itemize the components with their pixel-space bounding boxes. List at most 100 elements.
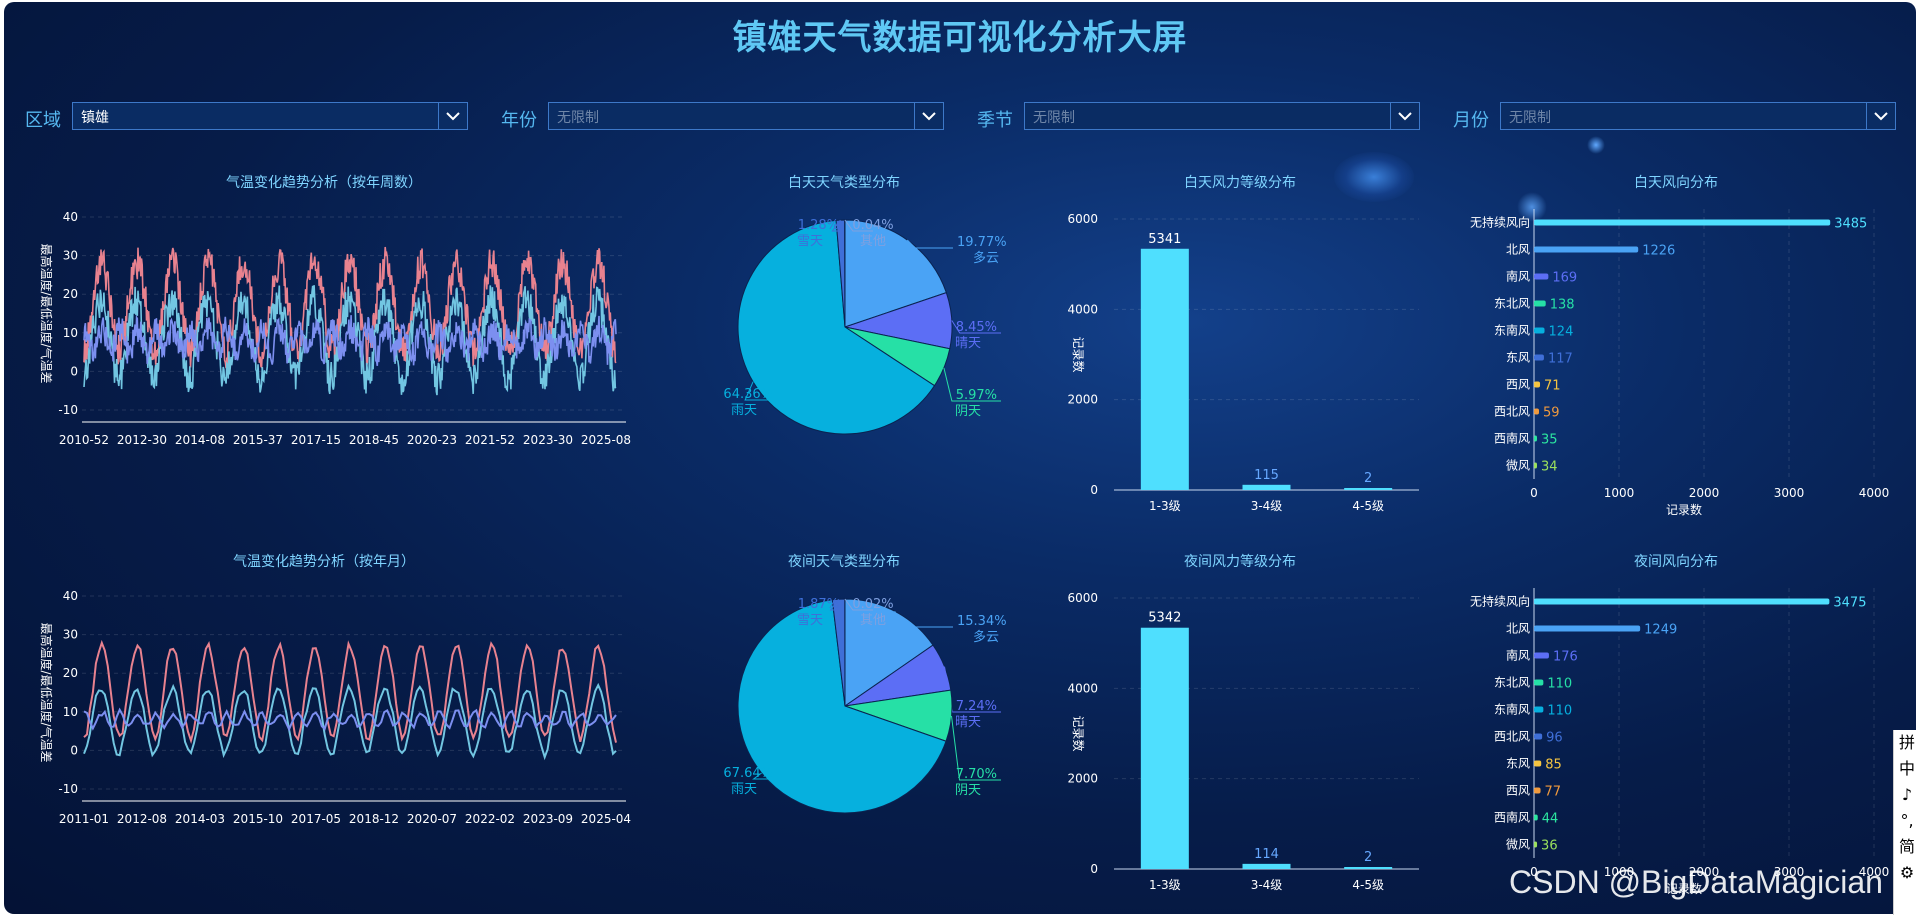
y-axis-label: 最高温度/最低温度/气温差 (39, 243, 54, 383)
filter-label-region: 区域 (25, 110, 61, 131)
y-tick-label: 6000 (1067, 591, 1098, 605)
y-tick-label: 东风 (1506, 757, 1530, 771)
month-select[interactable]: 无限制 (1500, 102, 1896, 130)
ime-item[interactable]: ⚙ (1899, 863, 1915, 882)
ime-item[interactable]: °, (1900, 811, 1914, 830)
bar-value-label: 115 (1254, 468, 1279, 483)
y-tick-label: 4000 (1067, 681, 1098, 695)
y-tick-label: 西北风 (1494, 730, 1530, 744)
pie-leader-line (844, 598, 873, 611)
pie-percent-label: 1.87% (798, 597, 839, 612)
x-tick-label: 2025-04 (581, 812, 631, 826)
region-select[interactable]: 镇雄 (72, 102, 468, 130)
pie-name-label: 阴天 (955, 783, 981, 798)
bar (1140, 248, 1189, 490)
bar (1534, 327, 1545, 334)
pie-slice (737, 599, 947, 814)
max-temp-series (83, 246, 617, 370)
bar (1534, 435, 1537, 442)
year-select-toggle[interactable] (914, 103, 943, 129)
y-axis-label: 记录数 (1071, 336, 1086, 372)
month-select-toggle[interactable] (1866, 103, 1895, 129)
bar (1534, 219, 1831, 226)
x-tick-label: 3-4级 (1251, 499, 1283, 513)
pie-percent-label: 67.64% (723, 766, 773, 781)
x-tick-label: 1000 (1604, 865, 1635, 879)
y-tick-label: 东南风 (1494, 702, 1530, 717)
y-tick-label: 无持续风向 (1470, 215, 1530, 230)
bar-value-label: 96 (1546, 731, 1563, 746)
x-tick-label: 2014-08 (175, 433, 225, 447)
pie-name-label: 多云 (973, 629, 999, 645)
x-tick-label: 2018-45 (349, 433, 399, 447)
pie-leader-line (744, 381, 777, 401)
y-tick-label: 30 (63, 249, 78, 263)
pie-leader-line (944, 666, 1001, 713)
light-dot (1587, 136, 1605, 154)
bar (1534, 652, 1549, 659)
y-tick-label: 0 (70, 364, 78, 378)
bar (1344, 488, 1393, 490)
x-tick-label: 3000 (1774, 865, 1805, 879)
bar-value-label: 71 (1544, 379, 1561, 394)
bar (1534, 598, 1830, 605)
bar-value-label: 124 (1549, 325, 1574, 340)
chevron-down-icon (1398, 112, 1412, 121)
x-tick-label: 2012-08 (117, 812, 167, 826)
ime-item[interactable]: 中 (1898, 759, 1915, 778)
bar (1534, 408, 1540, 415)
season-select[interactable]: 无限制 (1024, 102, 1420, 130)
pie-name-label: 雨天 (731, 782, 757, 797)
y-tick-label: -10 (58, 403, 78, 417)
pie-name-label: 阴天 (955, 404, 981, 419)
y-tick-label: 微风 (1506, 838, 1530, 852)
region-select-toggle[interactable] (438, 103, 467, 129)
y-tick-label: 微风 (1506, 459, 1530, 473)
y-tick-label: 西南风 (1494, 431, 1530, 446)
season-select-toggle[interactable] (1390, 103, 1419, 129)
bar-value-label: 35 (1541, 433, 1558, 448)
year-select[interactable]: 无限制 (548, 102, 944, 130)
page-title: 镇雄天气数据可视化分析大屏 (732, 18, 1188, 58)
pie-name-label: 雨天 (731, 403, 757, 418)
pie-leader-line (906, 239, 953, 249)
pie-name-label: 多云 (973, 250, 999, 266)
chart-title-temp-month: 气温变化趋势分析（按年月） (233, 554, 415, 570)
month-select-placeholder: 无限制 (1509, 110, 1551, 126)
y-tick-label: 6000 (1067, 212, 1098, 226)
y-axis-label: 记录数 (1071, 715, 1086, 751)
filter-label-year: 年份 (501, 110, 537, 131)
y-tick-label: 西风 (1506, 378, 1530, 392)
bar-value-label: 2 (1364, 471, 1372, 486)
x-tick-label: 1000 (1604, 486, 1635, 500)
bar-value-label: 85 (1545, 758, 1562, 773)
bar-value-label: 169 (1552, 271, 1577, 286)
bar-value-label: 110 (1547, 677, 1572, 692)
x-tick-label: 0 (1530, 486, 1538, 500)
y-tick-label: 西北风 (1494, 405, 1530, 419)
x-tick-label: 2017-05 (291, 812, 341, 826)
bar-value-label: 138 (1550, 298, 1575, 313)
bar-value-label: 77 (1545, 785, 1562, 800)
bar-value-label: 3475 (1833, 596, 1866, 611)
ime-item[interactable]: ♪ (1901, 785, 1913, 804)
season-select-placeholder: 无限制 (1033, 110, 1075, 126)
bar-value-label: 117 (1548, 352, 1573, 367)
bar-value-label: 176 (1553, 650, 1578, 665)
y-tick-label: 30 (63, 628, 78, 642)
x-tick-label: 2021-52 (465, 433, 515, 447)
y-tick-label: 0 (70, 743, 78, 757)
ime-item[interactable]: 拼 (1898, 733, 1915, 752)
y-tick-label: 40 (63, 589, 78, 603)
ime-item[interactable]: 简 (1898, 837, 1915, 856)
x-tick-label: 2000 (1689, 486, 1720, 500)
x-tick-label: 4000 (1859, 486, 1890, 500)
pie-name-label: 其他 (860, 234, 886, 249)
x-axis-label: 记录数 (1666, 881, 1702, 896)
x-tick-label: 2015-10 (233, 812, 283, 826)
bar-value-label: 110 (1547, 704, 1572, 719)
bar (1242, 863, 1291, 869)
x-tick-label: 2022-02 (465, 812, 515, 826)
y-tick-label: 20 (63, 666, 78, 680)
x-tick-label: 2020-07 (407, 812, 457, 826)
